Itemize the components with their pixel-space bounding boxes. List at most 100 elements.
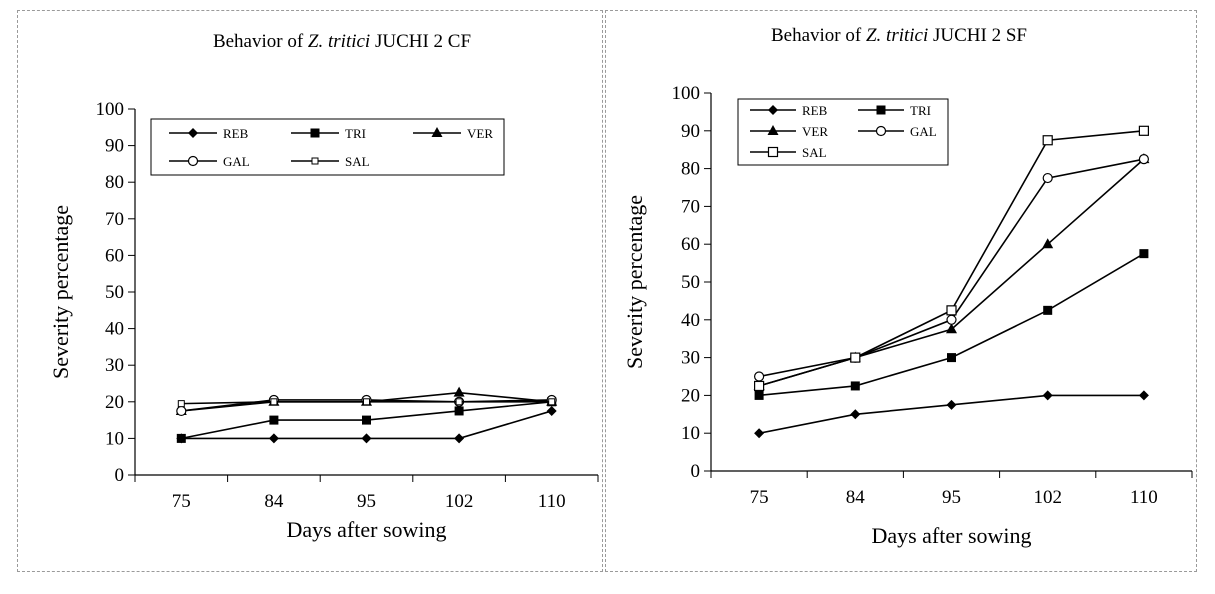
- y-tick-label: 30: [681, 348, 700, 369]
- data-point-gal: [1042, 172, 1053, 184]
- y-tick-label: 80: [681, 159, 700, 180]
- y-axis-label: Severity percentage: [622, 195, 647, 369]
- sf-severity-chart: Behavior of Z. tritici JUCHI 2 SF 0 10 20 30…: [622, 25, 1193, 548]
- x-tick-label: 110: [538, 491, 566, 512]
- data-point-sal: [363, 398, 370, 406]
- legend-marker: [875, 125, 887, 137]
- y-tick-label: 0: [115, 465, 125, 486]
- series-tri: [754, 249, 1149, 400]
- legend-marker: [188, 128, 198, 138]
- legend-label: VER: [467, 126, 493, 141]
- y-tick-label: 20: [105, 392, 124, 413]
- chart-title-part: Behavior of: [771, 25, 866, 46]
- legend-marker: [431, 127, 443, 137]
- x-tick-label: 84: [846, 487, 866, 508]
- y-tick-label: 80: [105, 172, 124, 193]
- data-point-tri: [947, 353, 956, 363]
- data-point-sal: [548, 398, 556, 406]
- data-point-tri: [1043, 305, 1053, 315]
- legend-box: [150, 118, 505, 176]
- data-point-reb: [1138, 390, 1149, 401]
- data-point-reb: [546, 405, 557, 416]
- y-tick-label: 30: [105, 355, 124, 376]
- data-point-tri: [176, 433, 186, 443]
- x-axis-label: Days after sowing: [871, 523, 1031, 548]
- legend-label: VER: [802, 124, 828, 139]
- y-tick-label: 10: [681, 423, 700, 444]
- legend-marker: [187, 155, 199, 167]
- data-point-gal: [176, 405, 187, 417]
- series-reb: [176, 405, 557, 444]
- data-point-reb: [454, 433, 465, 444]
- series-line-ver: [758, 158, 1145, 387]
- y-tick-label: 90: [105, 136, 124, 157]
- data-point-sal: [850, 352, 861, 363]
- legend-label: REB: [223, 126, 249, 141]
- data-point-reb: [361, 433, 372, 444]
- chart-title-part: Z. tritici: [866, 25, 928, 46]
- y-tick-label: 70: [105, 209, 124, 230]
- x-tick-label: 75: [750, 487, 769, 508]
- series-sal: [754, 125, 1150, 392]
- x-axis-label: Days after sowing: [286, 517, 446, 542]
- legend-marker: [876, 105, 886, 115]
- y-tick-label: 10: [105, 428, 124, 449]
- y-tick-label: 90: [681, 121, 700, 142]
- data-point-sal: [754, 380, 765, 392]
- data-point-ver: [946, 323, 957, 334]
- data-point-sal: [1042, 135, 1053, 146]
- legend-marker: [767, 125, 779, 135]
- data-point-ver: [1042, 238, 1054, 249]
- legend-marker: [311, 157, 319, 165]
- data-point-tri: [454, 406, 464, 416]
- chart-title: Behavior of Z. tritici JUCHI 2 CF: [213, 31, 471, 52]
- y-axis-label: Severity percentage: [48, 205, 73, 379]
- legend-label: REB: [802, 103, 828, 118]
- data-point-reb: [1042, 390, 1053, 401]
- x-tick-label: 102: [445, 491, 474, 512]
- legend-marker: [768, 105, 778, 115]
- y-tick-label: 70: [681, 196, 700, 217]
- chart-title-part: Z. tritici: [308, 31, 370, 52]
- x-tick-label: 75: [172, 491, 191, 512]
- legend-label: GAL: [910, 124, 937, 139]
- series-gal: [754, 154, 1150, 382]
- data-point-tri: [269, 415, 279, 425]
- data-point-reb: [268, 433, 279, 444]
- data-point-tri: [362, 415, 371, 425]
- series-line-sal: [758, 130, 1144, 387]
- legend-label: TRI: [345, 126, 366, 141]
- data-point-gal: [754, 371, 765, 382]
- y-tick-label: 100: [96, 99, 125, 120]
- data-point-ver: [453, 386, 465, 397]
- legend-marker: [767, 146, 779, 158]
- legend-label: SAL: [802, 145, 827, 160]
- x-tick-label: 84: [264, 491, 284, 512]
- data-point-reb: [850, 409, 861, 420]
- data-point-tri: [850, 381, 860, 391]
- x-tick-label: 95: [357, 491, 376, 512]
- chart-title-part: JUCHI 2 SF: [928, 25, 1027, 46]
- right-chart-panel: Behavior of Z. tritici JUCHI 2 SF 0 10 20 30…: [605, 10, 1197, 572]
- x-tick-label: 110: [1130, 487, 1158, 508]
- y-tick-label: 0: [691, 461, 701, 482]
- legend-label: TRI: [910, 103, 931, 118]
- y-tick-label: 100: [672, 83, 701, 104]
- legend-marker: [310, 128, 320, 138]
- data-point-sal: [270, 398, 278, 406]
- y-tick-label: 40: [105, 319, 124, 340]
- data-point-sal: [455, 398, 463, 406]
- data-point-gal: [1138, 154, 1150, 165]
- cf-severity-chart: Behavior of Z. tritici JUCHI 2 CF 0 10 20 30…: [48, 31, 599, 542]
- series-reb: [754, 390, 1149, 439]
- x-tick-label: 95: [942, 487, 961, 508]
- data-point-sal: [946, 305, 957, 316]
- data-point-sal: [177, 400, 185, 408]
- data-point-reb: [754, 428, 765, 439]
- data-point-sal: [1138, 125, 1150, 136]
- y-tick-label: 60: [105, 245, 124, 266]
- data-point-tri: [1139, 249, 1149, 259]
- y-tick-label: 40: [681, 310, 700, 331]
- chart-title: Behavior of Z. tritici JUCHI 2 SF: [771, 25, 1027, 46]
- y-tick-label: 50: [105, 282, 124, 303]
